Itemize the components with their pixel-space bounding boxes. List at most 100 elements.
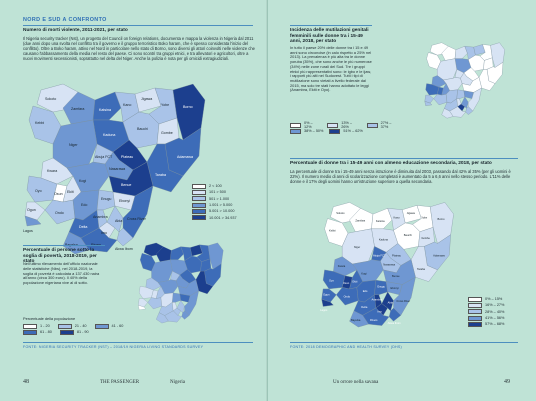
svg-text:Nasarawa: Nasarawa bbox=[383, 262, 395, 266]
svg-text:Zamfara: Zamfara bbox=[71, 107, 84, 111]
poverty-legend-title: Percentuale della popolazione bbox=[23, 316, 76, 321]
svg-text:Sokoto: Sokoto bbox=[45, 97, 56, 101]
svg-text:Imo: Imo bbox=[377, 309, 382, 313]
svg-text:Abuja FCT: Abuja FCT bbox=[95, 155, 113, 159]
svg-text:Oyo: Oyo bbox=[35, 189, 42, 193]
svg-text:Gombe: Gombe bbox=[161, 131, 173, 135]
folio-magazine: THE PASSENGER bbox=[100, 380, 140, 385]
svg-text:Katsina: Katsina bbox=[376, 219, 385, 223]
fgm-legend: 0% – 12% 13% – 26% 27% – 37% 38% – 50% 5… bbox=[290, 121, 400, 135]
svg-text:Kano: Kano bbox=[394, 216, 401, 220]
legend-label: 1.001 > 5.000 bbox=[209, 203, 233, 208]
svg-text:Kebbi: Kebbi bbox=[35, 121, 44, 125]
svg-text:Anambra: Anambra bbox=[372, 298, 383, 302]
education-heading: Percentuale di donne tra i 15-49 anni co… bbox=[290, 161, 492, 166]
svg-text:Delta: Delta bbox=[361, 305, 368, 309]
poverty-heading: Percentuale di persone sotto la soglia d… bbox=[23, 248, 97, 265]
education-body: La percentuale di donne tra i 15-49 anni… bbox=[290, 169, 511, 184]
svg-text:Kebbi: Kebbi bbox=[329, 229, 336, 233]
education-map: Sokoto Zamfara Katsina Kano Jigawa Yobe … bbox=[320, 202, 454, 328]
education-legend: 0% – 15% 16% – 27% 28% – 40% 41% – 56% 5… bbox=[468, 296, 504, 327]
map-state-cross-river bbox=[122, 185, 154, 239]
legend-swatch bbox=[23, 323, 37, 329]
svg-text:Plateau: Plateau bbox=[392, 254, 401, 258]
source-left: FONTE: NIGERIA SECURITY TRACKER (NST) – … bbox=[23, 345, 204, 349]
legend-label: 501 > 1.000 bbox=[209, 196, 230, 201]
legend-label: 51% – 62% bbox=[343, 129, 363, 134]
legend-swatch bbox=[327, 122, 339, 128]
poverty-rule bbox=[23, 245, 105, 246]
map-state-akwa-ibom bbox=[116, 227, 134, 247]
legend-label: 2 < 100 bbox=[209, 184, 222, 189]
svg-text:Jigawa: Jigawa bbox=[407, 211, 416, 215]
svg-text:Kogi: Kogi bbox=[79, 179, 86, 183]
kicker-rule bbox=[23, 25, 253, 26]
legend-swatch bbox=[290, 128, 301, 134]
svg-text:Imo: Imo bbox=[101, 231, 107, 235]
svg-text:Ogun: Ogun bbox=[323, 293, 330, 297]
svg-text:Rivers: Rivers bbox=[370, 318, 378, 322]
svg-text:Anambra: Anambra bbox=[93, 215, 108, 219]
svg-text:Ogun: Ogun bbox=[27, 208, 36, 212]
legend-swatch bbox=[192, 183, 206, 189]
map-state-ogun bbox=[24, 201, 46, 221]
legend-swatch bbox=[468, 321, 482, 327]
legend-item: 101 > 500 bbox=[192, 189, 237, 195]
left-page: NORD E SUD A CONFRONTO Numero di morti v… bbox=[0, 0, 268, 401]
svg-text:Oyo: Oyo bbox=[329, 279, 334, 283]
svg-text:Kaduna: Kaduna bbox=[379, 238, 389, 242]
source-rule-left bbox=[23, 342, 253, 343]
svg-text:Cross River: Cross River bbox=[396, 299, 410, 303]
svg-text:Abuja FCT: Abuja FCT bbox=[373, 254, 386, 258]
legend-swatch bbox=[468, 315, 482, 321]
legend-label: 10.001 > 34.937 bbox=[209, 215, 237, 220]
svg-text:Yobe: Yobe bbox=[161, 103, 169, 107]
svg-text:Benue: Benue bbox=[392, 274, 400, 278]
legend-item: 61 - 80 bbox=[23, 329, 52, 335]
legend-label: 0% – 15% bbox=[485, 297, 503, 302]
violence-body: Il Nigeria security tracker (Nst), un pr… bbox=[23, 36, 255, 61]
legend-item: 16% – 27% bbox=[468, 302, 504, 308]
legend-swatch bbox=[94, 323, 109, 329]
legend-swatch bbox=[57, 323, 72, 329]
svg-text:Ebonyi: Ebonyi bbox=[391, 286, 399, 290]
svg-text:Ekiti: Ekiti bbox=[352, 279, 357, 283]
svg-text:Osun: Osun bbox=[343, 281, 350, 285]
svg-text:Kwara: Kwara bbox=[338, 264, 346, 268]
legend-label: 57% – 68% bbox=[485, 322, 505, 327]
legend-item: 28% – 40% bbox=[468, 309, 504, 315]
legend-swatch bbox=[192, 208, 206, 214]
svg-text:Niger: Niger bbox=[354, 245, 360, 249]
svg-text:Sokoto: Sokoto bbox=[336, 211, 345, 215]
folio-title: Nigeria bbox=[170, 380, 185, 385]
legend-item: 27% – 37% bbox=[366, 121, 400, 129]
legend-label: 21 - 40 bbox=[74, 324, 87, 329]
legend-item: 1.001 > 5.000 bbox=[192, 202, 237, 208]
fgm-body: In tutto il paese 20% delle donne tra i … bbox=[290, 45, 372, 93]
legend-item: 0% – 15% bbox=[468, 296, 504, 302]
legend-label: 16% – 27% bbox=[485, 303, 505, 308]
svg-text:Akwa Ibom: Akwa Ibom bbox=[115, 247, 133, 251]
legend-label: 13% – 26% bbox=[341, 121, 353, 130]
page-number-right: 49 bbox=[504, 379, 510, 385]
svg-text:Bauchi: Bauchi bbox=[137, 127, 148, 131]
legend-swatch bbox=[192, 196, 206, 202]
svg-text:Edo: Edo bbox=[81, 203, 87, 207]
legend-label: 0% – 12% bbox=[303, 121, 313, 130]
legend-item: 1 - 20 bbox=[23, 323, 50, 329]
legend-swatch bbox=[192, 202, 206, 208]
svg-text:Enugu: Enugu bbox=[377, 284, 385, 288]
svg-text:Akwa Ibom: Akwa Ibom bbox=[388, 321, 402, 325]
page-number-left: 48 bbox=[23, 379, 29, 385]
svg-text:Bauchi: Bauchi bbox=[404, 233, 412, 237]
svg-text:Osun: Osun bbox=[54, 192, 63, 196]
svg-text:Benue: Benue bbox=[121, 183, 131, 187]
map-state-abia bbox=[106, 205, 124, 233]
svg-text:Cross River: Cross River bbox=[127, 217, 147, 221]
legend-swatch bbox=[329, 128, 341, 134]
legend-label: 5.001 > 10.000 bbox=[209, 209, 235, 214]
violence-heading: Numero di morti violente, 2011-2021, per… bbox=[23, 28, 128, 33]
svg-text:Zamfara: Zamfara bbox=[355, 218, 365, 222]
svg-text:Ondo: Ondo bbox=[55, 211, 64, 215]
map-state-lagos bbox=[24, 215, 42, 227]
